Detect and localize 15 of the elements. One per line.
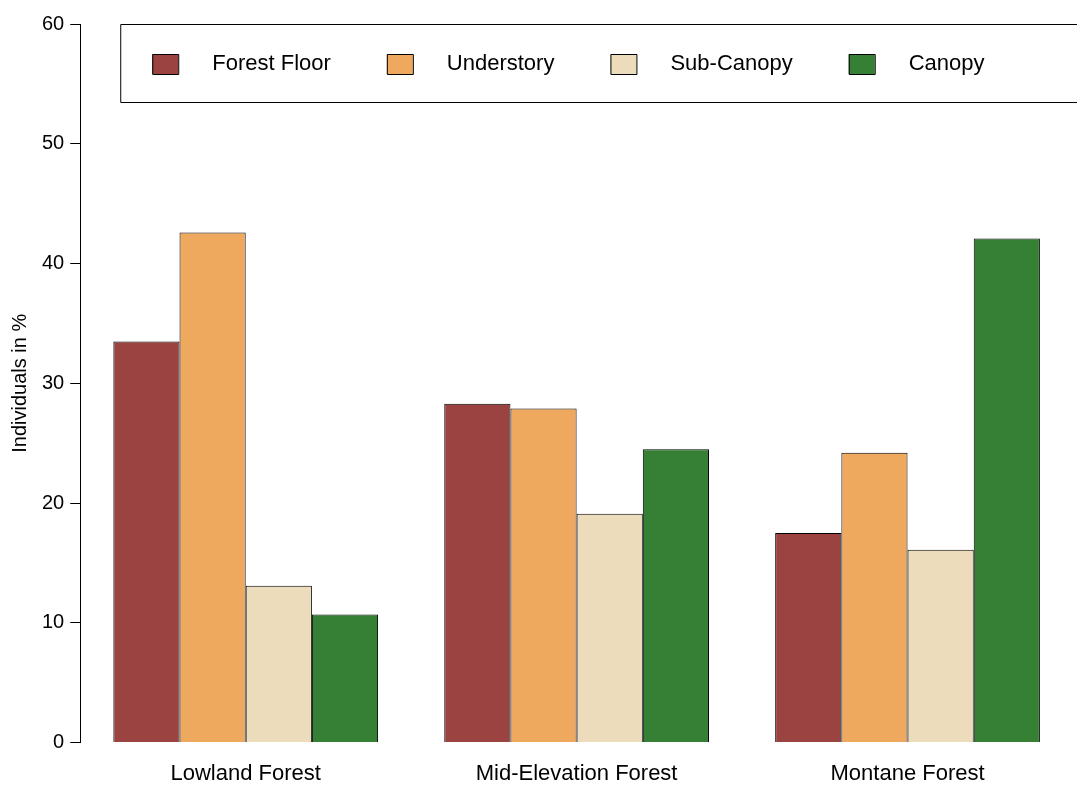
x-tick-label: Montane Forest xyxy=(830,759,985,785)
y-axis-title: Individuals in % xyxy=(7,313,30,453)
y-tick-label: 10 xyxy=(42,610,65,633)
y-tick-label: 50 xyxy=(42,131,65,154)
legend-label: Canopy xyxy=(908,50,985,76)
y-tick-label: 0 xyxy=(53,730,65,753)
legend-label: Forest Floor xyxy=(212,50,331,76)
x-tick-label: Lowland Forest xyxy=(170,759,321,785)
y-tick-label: 40 xyxy=(42,251,65,274)
y-tick-label: 20 xyxy=(42,490,65,513)
x-tick-label: Mid-Elevation Forest xyxy=(475,759,678,785)
legend-label: Sub-Canopy xyxy=(670,50,793,76)
y-tick-label: 60 xyxy=(42,11,65,34)
legend-label: Understory xyxy=(446,50,555,76)
y-tick-label: 30 xyxy=(42,370,65,393)
